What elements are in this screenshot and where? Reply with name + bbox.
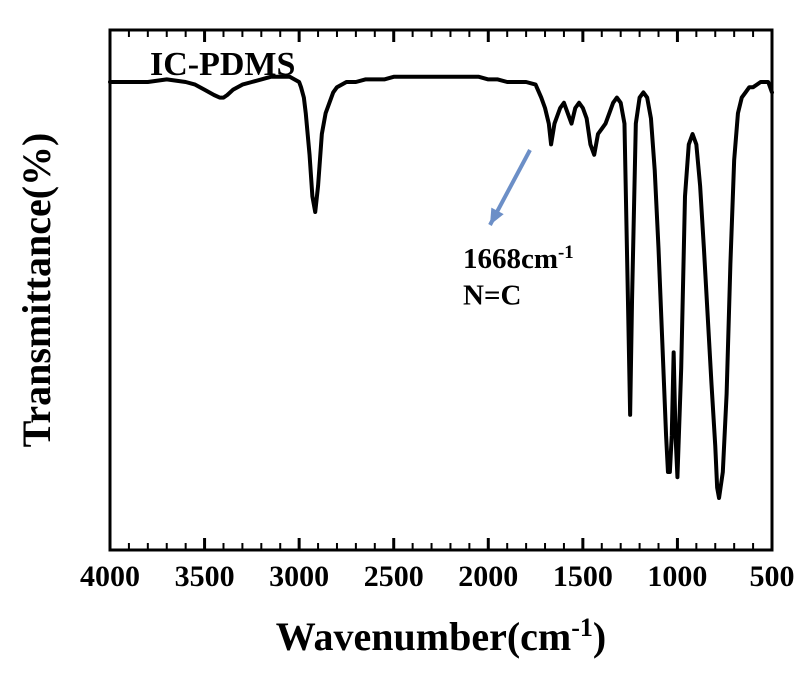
annotation-text-line2: N=C <box>463 279 521 311</box>
sample-label: IC-PDMS <box>150 46 295 83</box>
chart-svg: 4000 3500 3000 2500 2000 1500 1000 500 Wavenumbe… <box>0 0 807 699</box>
xtick-label: 1500 <box>553 560 613 593</box>
xtick-label: 2000 <box>458 560 518 593</box>
xtick-label: 3500 <box>175 560 235 593</box>
spectrum-line <box>110 77 772 498</box>
x-axis-label: Wavenumber(cm-1) <box>276 613 607 660</box>
xtick-label: 4000 <box>80 560 140 593</box>
xtick-label: 1000 <box>647 560 707 593</box>
annotation-text-line1: 1668cm-1 <box>463 242 574 276</box>
ftir-chart: 4000 3500 3000 2500 2000 1500 1000 500 Wavenumbe… <box>0 0 807 699</box>
xtick-label: 3000 <box>269 560 329 593</box>
xtick-label: 2500 <box>364 560 424 593</box>
y-axis-label: Transmittance(%) <box>14 133 59 448</box>
xtick-label: 500 <box>750 560 795 593</box>
